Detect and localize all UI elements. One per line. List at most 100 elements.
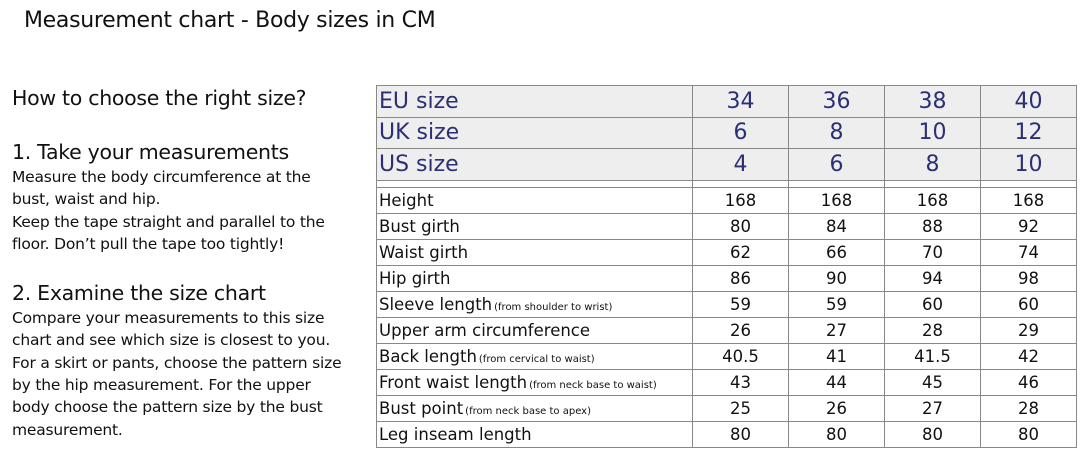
size-chart-body: EU size 34 36 38 40 UK size 6 8 10 12 US size 4 6 8 10… <box>376 85 1077 448</box>
measurement-value-cell: 27 <box>884 394 981 422</box>
measurement-label-cell: Sleeve length (from shoulder to wrist) <box>376 290 693 318</box>
measurement-label-cell: Bust girth <box>376 212 693 240</box>
measurement-value-cell: 60 <box>884 290 981 318</box>
size-system-label: US size <box>376 148 693 181</box>
size-row: EU size 34 36 38 40 <box>376 85 1077 118</box>
measurement-label: Back length <box>379 346 477 366</box>
measurement-value-cell: 27 <box>788 316 885 344</box>
measurement-value-cell: 29 <box>980 316 1077 344</box>
measurement-label-cell: Hip girth <box>376 264 693 292</box>
measurement-value-cell: 74 <box>980 238 1077 266</box>
size-value-cell: 6 <box>692 116 789 149</box>
measurement-row: Leg inseam length 80 80 80 80 <box>376 420 1077 448</box>
measurement-value-cell: 28 <box>884 316 981 344</box>
measurement-value-cell: 168 <box>980 186 1077 214</box>
size-value-cell: 6 <box>788 148 885 181</box>
spacer-cell <box>376 179 693 188</box>
measurement-label: Bust point <box>379 398 464 418</box>
step1-line: Measure the body circumference at the <box>12 168 311 186</box>
measurement-value-cell: 59 <box>692 290 789 318</box>
step1-line: bust, waist and hip. <box>12 190 161 209</box>
measurement-label-cell: Back length (from cervical to waist) <box>376 342 693 370</box>
size-value-cell: 38 <box>884 85 981 118</box>
measurement-value-cell: 41 <box>788 342 885 370</box>
measurement-value-cell: 94 <box>884 264 981 292</box>
measurement-label: Upper arm circumference <box>379 320 591 340</box>
size-chart-table: EU size 34 36 38 40 UK size 6 8 10 12 US size 4 6 8 10… <box>376 85 1077 448</box>
measurement-value-cell: 43 <box>692 368 789 396</box>
measurement-note: (from neck base to apex) <box>465 405 591 417</box>
spacer-cell <box>884 179 981 188</box>
measurement-value-cell: 80 <box>980 420 1077 448</box>
measurement-value-cell: 41.5 <box>884 342 981 370</box>
measurement-row: Waist girth 62 66 70 74 <box>376 238 1077 266</box>
measurement-label: Bust girth <box>379 216 460 236</box>
measurement-value-cell: 168 <box>884 186 981 214</box>
measurement-note: (from shoulder to wrist) <box>494 301 613 313</box>
measurement-value-cell: 45 <box>884 368 981 396</box>
measurement-value-cell: 59 <box>788 290 885 318</box>
measurement-value-cell: 60 <box>980 290 1077 318</box>
step2-line: by the hip measurement. For the upper <box>12 376 311 395</box>
measurement-note: (from neck base to waist) <box>529 379 657 391</box>
size-value-cell: 4 <box>692 148 789 181</box>
measurement-value-cell: 90 <box>788 264 885 292</box>
measurement-value-cell: 66 <box>788 238 885 266</box>
measurement-label-cell: Leg inseam length <box>376 420 693 448</box>
measurement-row: Bust girth 80 84 88 92 <box>376 212 1077 240</box>
size-value-cell: 34 <box>692 85 789 118</box>
measurement-value-cell: 86 <box>692 264 789 292</box>
size-value-cell: 10 <box>980 148 1077 181</box>
measurement-value-cell: 92 <box>980 212 1077 240</box>
measurement-label-cell: Height <box>376 186 693 214</box>
measurement-value-cell: 80 <box>692 420 789 448</box>
measurement-value-cell: 26 <box>692 316 789 344</box>
measurement-value-cell: 88 <box>884 212 981 240</box>
measurement-value-cell: 28 <box>980 394 1077 422</box>
measurement-value-cell: 80 <box>692 212 789 240</box>
spacer-cell <box>788 179 885 188</box>
size-value-cell: 8 <box>788 116 885 149</box>
spacer-cell <box>692 179 789 188</box>
size-guide: How to choose the right size? 1. Take yo… <box>12 86 357 441</box>
measurement-value-cell: 44 <box>788 368 885 396</box>
measurement-value-cell: 80 <box>788 420 885 448</box>
measurement-label-cell: Bust point (from neck base to apex) <box>376 394 693 422</box>
step2-line: measurement. <box>12 420 123 439</box>
measurement-label: Height <box>379 190 434 210</box>
measurement-label: Leg inseam length <box>379 424 532 444</box>
measurement-row: Bust point (from neck base to apex) 25 26 27… <box>376 394 1077 422</box>
measurement-value-cell: 25 <box>692 394 789 422</box>
measurement-value-cell: 40.5 <box>692 342 789 370</box>
step2-text: Compare your measurements to this size c… <box>12 307 357 441</box>
measurement-value-cell: 80 <box>884 420 981 448</box>
measurement-label-cell: Front waist length (from neck base to wai… <box>376 368 693 396</box>
step1-line: floor. Don’t pull the tape too tightly! <box>12 234 285 253</box>
measurement-label: Waist girth <box>379 242 469 262</box>
measurement-label: Hip girth <box>379 268 451 288</box>
size-value-cell: 10 <box>884 116 981 149</box>
step1-line: Keep the tape straight and parallel to t… <box>12 212 325 231</box>
step2-line: body choose the pattern size by the bust <box>12 398 323 417</box>
step1-text: Measure the body circumference at the bu… <box>12 166 357 255</box>
size-system-label: EU size <box>376 85 693 118</box>
measurement-row: Hip girth 86 90 94 98 <box>376 264 1077 292</box>
measurement-value-cell: 84 <box>788 212 885 240</box>
step1-title: 1. Take your measurements <box>12 140 289 164</box>
step2-title: 2. Examine the size chart <box>12 281 266 306</box>
measurement-value-cell: 98 <box>980 264 1077 292</box>
step2-line: Compare your measurements to this size <box>12 309 325 328</box>
size-system-label: UK size <box>376 116 693 149</box>
measurement-note: (from cervical to waist) <box>478 353 595 365</box>
measurement-label-cell: Waist girth <box>376 238 693 266</box>
size-value-cell: 40 <box>980 85 1077 118</box>
spacer-cell <box>980 179 1077 188</box>
size-value-cell: 12 <box>980 116 1077 149</box>
measurement-value-cell: 42 <box>980 342 1077 370</box>
measurement-row: Sleeve length (from shoulder to wrist) 59 5… <box>376 290 1077 318</box>
measurement-label: Sleeve length <box>379 294 493 314</box>
measurement-value-cell: 168 <box>692 186 789 214</box>
spacer-row <box>376 179 1077 188</box>
measurement-value-cell: 168 <box>788 186 885 214</box>
size-value-cell: 8 <box>884 148 981 181</box>
